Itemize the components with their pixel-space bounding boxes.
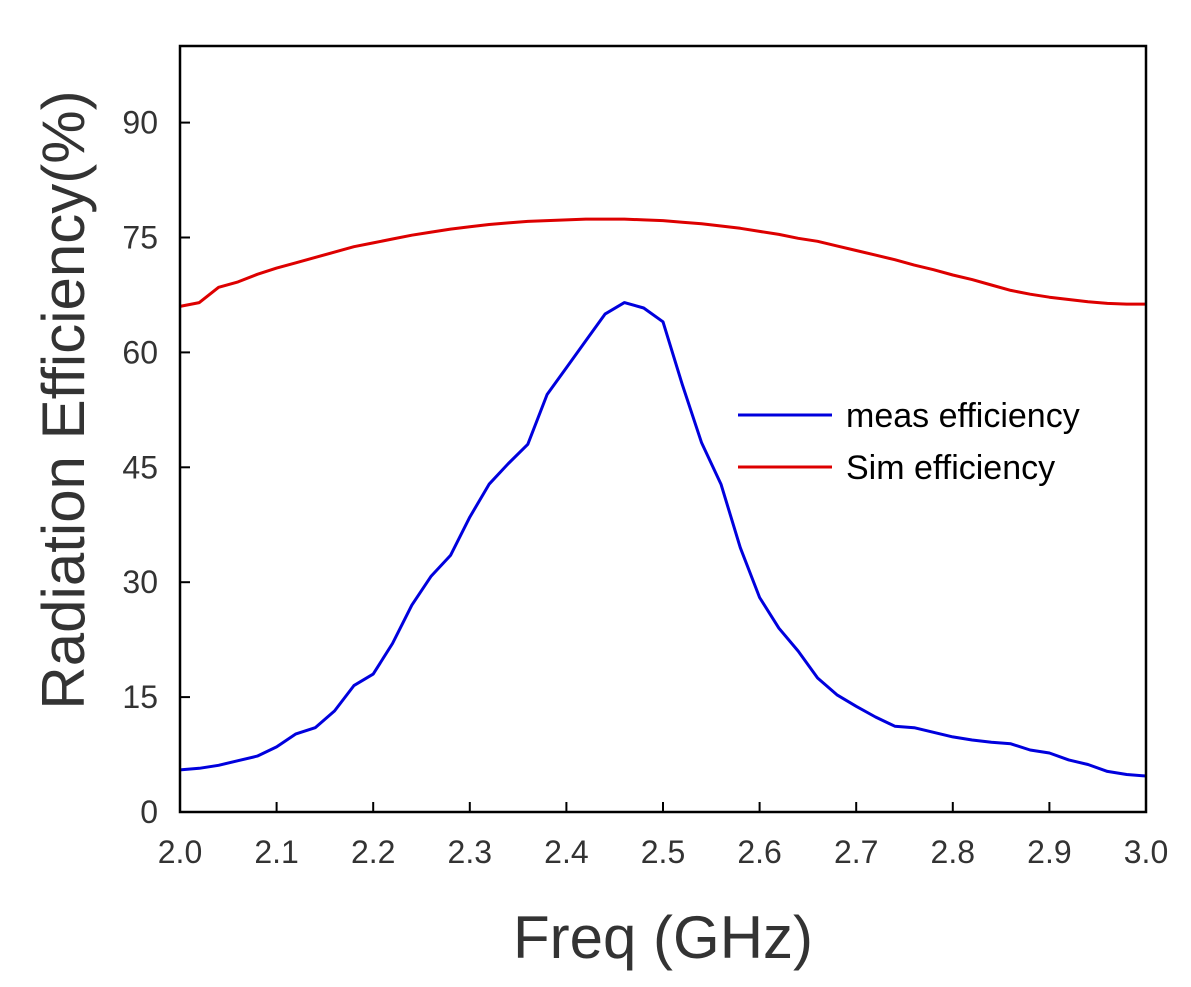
- y-tick-label: 45: [122, 449, 158, 485]
- x-tick-label: 3.0: [1124, 834, 1168, 870]
- y-axis-title: Radiation Efficiency(%): [30, 90, 97, 709]
- x-tick-label: 2.6: [737, 834, 781, 870]
- x-tick-label: 2.1: [254, 834, 298, 870]
- sim-efficiency-line: [179, 217, 1146, 308]
- x-axis-title: Freq (GHz): [513, 904, 813, 971]
- y-tick-label: 90: [122, 105, 158, 141]
- legend-label-meas: meas efficiency: [846, 397, 1080, 435]
- x-tick-label: 2.4: [544, 834, 588, 870]
- legend: meas efficiency Sim efficiency: [738, 397, 1080, 487]
- series-layer: [179, 217, 1147, 778]
- x-tick-label: 2.3: [448, 834, 492, 870]
- x-tick-label: 2.7: [834, 834, 878, 870]
- x-tick-label: 2.8: [931, 834, 975, 870]
- x-tick-label: 2.9: [1027, 834, 1071, 870]
- x-tick-label: 2.0: [158, 834, 202, 870]
- y-tick-label: 75: [122, 220, 158, 256]
- legend-label-sim: Sim efficiency: [846, 449, 1055, 487]
- y-tick-label: 30: [122, 564, 158, 600]
- x-tick-label: 2.2: [351, 834, 395, 870]
- ticks-layer: 2.0 2.1 2.2 2.3 2.4 2.5 2.6 2.7 2.8 2.9 3.0 0 15 30 45…: [122, 105, 1168, 870]
- y-tick-label: 0: [140, 794, 158, 830]
- x-tick-label: 2.5: [641, 834, 685, 870]
- meas-efficiency-line: [179, 301, 1147, 778]
- y-tick-label: 15: [122, 679, 158, 715]
- y-tick-label: 60: [122, 334, 158, 370]
